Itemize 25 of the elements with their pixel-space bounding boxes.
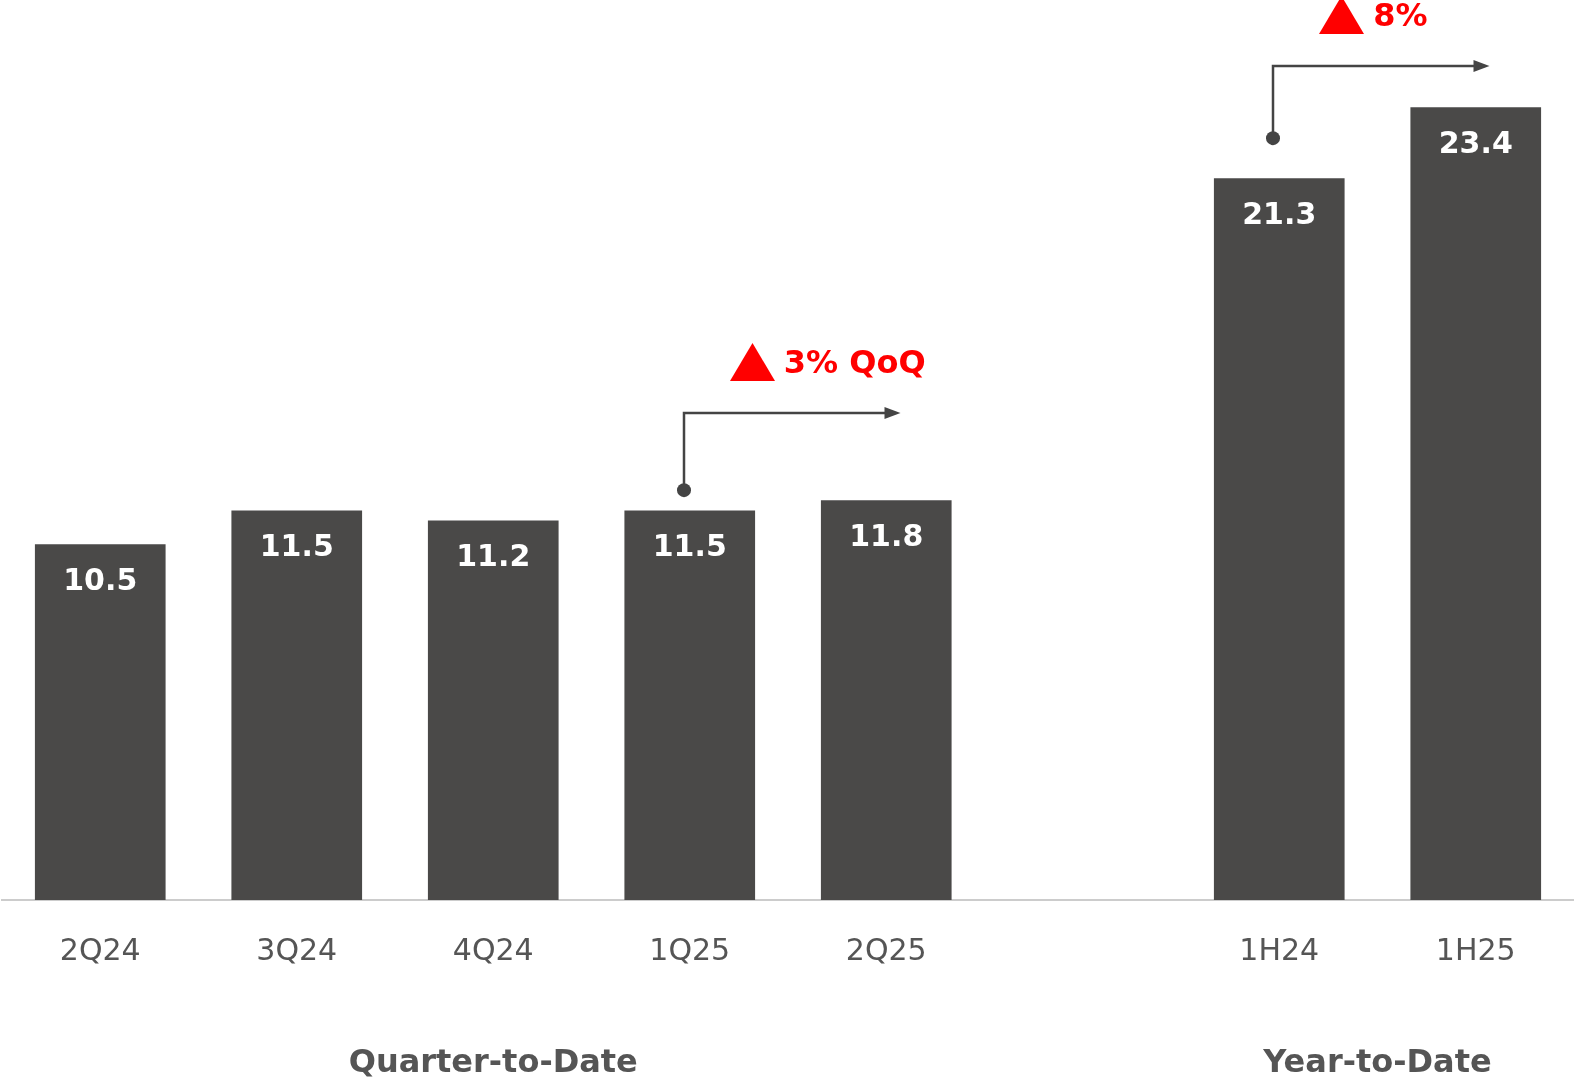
text: Quarter-to-Date — [348, 1042, 638, 1080]
bar — [820, 500, 952, 900]
x-tick-label: 1H25 — [1435, 931, 1516, 967]
bar — [34, 544, 166, 900]
text: Year-to-Date — [1263, 1042, 1492, 1080]
data-label: 11.8 — [849, 518, 924, 554]
data-label: 11.5 — [652, 528, 727, 564]
bar — [624, 510, 756, 900]
bar — [1213, 178, 1345, 900]
text: 8% — [1373, 0, 1428, 35]
bar — [427, 520, 559, 900]
data-label: 11.2 — [456, 538, 531, 574]
x-tick-label: 1H24 — [1239, 931, 1320, 967]
x-tick-label: 1Q25 — [649, 931, 731, 967]
annotation: 3% QoQ — [783, 343, 926, 382]
x-tick-label: 2Q24 — [59, 931, 141, 967]
data-label: 23.4 — [1438, 125, 1513, 160]
x-tick-label: 2Q25 — [845, 931, 927, 967]
data-label: 11.5 — [259, 528, 334, 564]
data-label: 10.5 — [63, 562, 138, 598]
bar — [1410, 107, 1542, 900]
x-tick-label: 4Q24 — [452, 931, 534, 967]
x-tick-label: 3Q24 — [256, 931, 338, 967]
data-label: 21.3 — [1242, 196, 1317, 232]
bar — [231, 510, 363, 900]
